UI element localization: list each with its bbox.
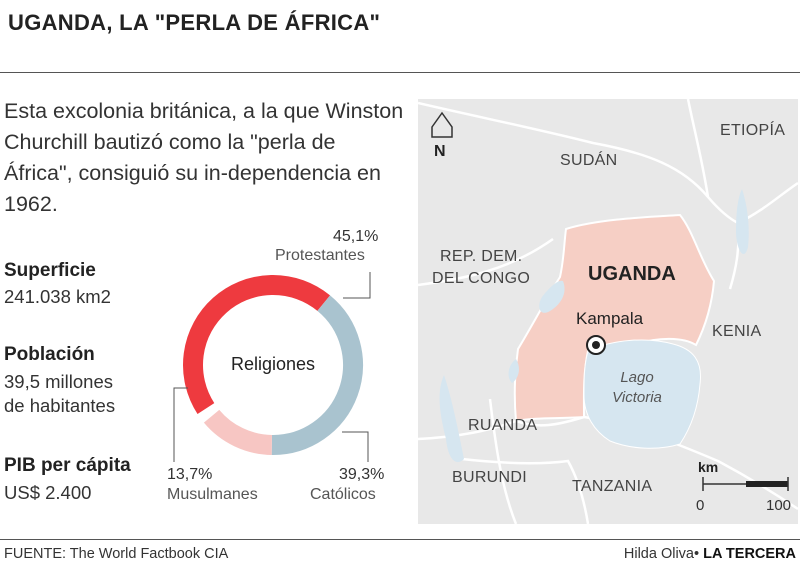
lake-albert — [539, 280, 565, 313]
border-sudan-ethiopia — [418, 101, 798, 225]
label-ethiopia: ETIOPÍA — [720, 122, 786, 139]
scale-min-label: 0 — [696, 497, 705, 514]
uganda-map: N SUDÁN ETIOPÍA REP. DEM. DEL CONGO UGAN… — [418, 99, 798, 524]
leader-line-protestantes — [343, 272, 371, 299]
musulmanes-label: Musulmanes — [167, 486, 258, 503]
population-label: Población — [4, 344, 95, 365]
label-drc-line2: DEL CONGO — [432, 270, 531, 287]
label-drc-line1: REP. DEM. — [440, 248, 523, 265]
label-lake-line2: Victoria — [612, 389, 662, 406]
catolicos-pct: 39,3% — [339, 466, 385, 483]
scale-bar-filled — [746, 481, 788, 487]
label-rwanda: RUANDA — [468, 417, 538, 434]
map-drawing — [418, 99, 798, 524]
donut-arcs — [183, 275, 363, 455]
protestantes-pct: 45,1% — [333, 228, 379, 245]
intro-text: Esta excolonia británica, a la que Winst… — [4, 99, 404, 216]
north-label: N — [434, 143, 446, 160]
population-value-line1: 39,5 millones — [4, 371, 114, 392]
author-name: Hilda Oliva• — [623, 546, 700, 562]
lake-kivu — [439, 375, 464, 463]
kampala-marker-dot — [592, 341, 600, 349]
lake-victoria — [583, 339, 702, 449]
credit: Hilda Oliva• LA TERCERA — [624, 546, 796, 562]
donut-center-label: Religiones — [230, 354, 316, 374]
publication-name: LA TERCERA — [703, 546, 796, 562]
page-title: UGANDA, LA "PERLA DE ÁFRICA" — [8, 10, 381, 35]
catolicos-label: Católicos — [310, 486, 376, 503]
scale-max-label: 100 — [766, 497, 792, 514]
leader-line-musulmanes — [173, 387, 188, 462]
area-label: Superficie — [4, 260, 96, 281]
label-lake-line1: Lago — [620, 369, 654, 386]
label-sudan: SUDÁN — [560, 152, 618, 169]
leader-line-catolicos — [342, 431, 369, 462]
border-drc-car — [418, 237, 554, 287]
donut-slice-católicos — [271, 295, 363, 455]
label-uganda: UGANDA — [588, 263, 676, 285]
scale-unit-label: km — [698, 459, 719, 475]
label-kenya: KENIA — [712, 323, 762, 340]
area-value: 241.038 km2 — [4, 286, 111, 307]
gdp-label: PIB per cápita — [4, 455, 131, 476]
top-divider — [0, 72, 800, 73]
label-burundi: BURUNDI — [452, 469, 527, 486]
protestantes-label: Protestantes — [275, 247, 365, 264]
musulmanes-pct: 13,7% — [167, 466, 213, 483]
border-burundi — [461, 457, 590, 524]
label-kampala: Kampala — [576, 309, 644, 328]
border-ethiopia-west — [686, 99, 710, 198]
bottom-divider — [0, 539, 800, 540]
donut-slice-musulmanes — [203, 409, 273, 455]
source-note: FUENTE: The World Factbook CIA — [4, 546, 229, 562]
border-drc-rwanda — [488, 398, 518, 524]
gdp-value: US$ 2.400 — [4, 482, 92, 503]
border-drc-lake — [418, 419, 517, 441]
donut-slice-protestantes — [183, 275, 331, 415]
label-tanzania: TANZANIA — [572, 478, 653, 495]
lake-edward — [508, 359, 519, 383]
border-rwanda-uganda — [515, 415, 585, 427]
north-arrow-icon — [431, 111, 453, 138]
lake-turkana — [736, 189, 749, 255]
population-value-line2: de habitantes — [4, 395, 116, 416]
